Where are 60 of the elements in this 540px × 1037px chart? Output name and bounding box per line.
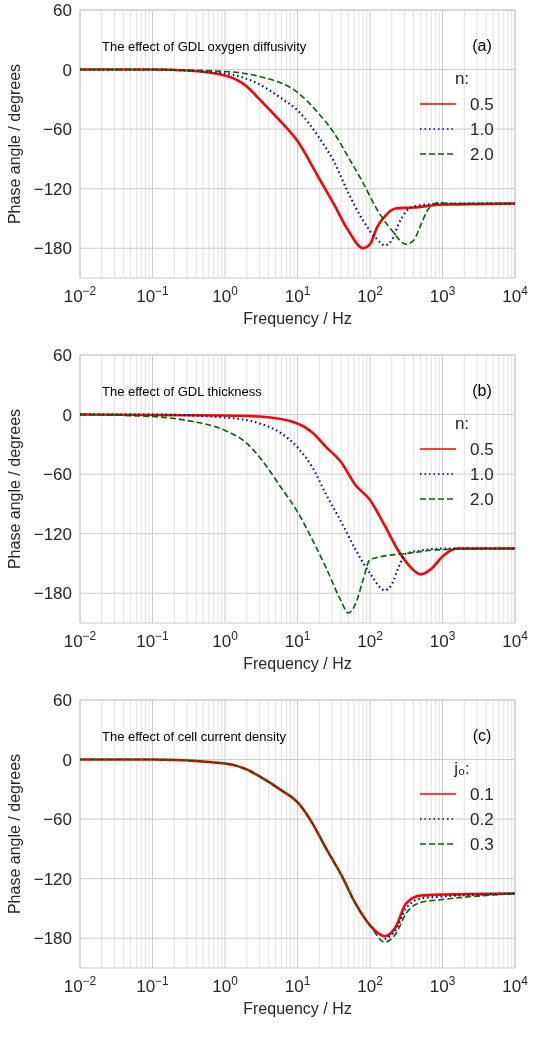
annotation: (c) [472, 727, 492, 744]
x-tick-label: 10$^{−2}$ [63, 974, 97, 996]
annotation: The effect of GDL thickness [102, 384, 263, 399]
legend-label: 0.5 [470, 440, 494, 459]
y-tick-label: −120 [33, 869, 72, 889]
y-tick-label: −60 [43, 810, 72, 830]
legend-label: 0.1 [470, 785, 494, 804]
y-tick-label: 0 [62, 60, 72, 80]
y-tick-label: −60 [43, 465, 72, 485]
x-axis-title: Frequency / Hz [243, 310, 352, 327]
x-axis-title: Frequency / Hz [243, 655, 352, 672]
x-tick-label: 10$^{3}$ [429, 629, 456, 651]
legend-label: 2.0 [470, 145, 494, 164]
x-tick-label: 10$^{0}$ [212, 629, 239, 651]
x-tick-label: 10$^{2}$ [357, 974, 384, 996]
x-tick-label: 10$^{−2}$ [63, 629, 97, 651]
legend-title: n: [454, 69, 470, 88]
x-tick-label: 10$^{4}$ [502, 974, 529, 996]
y-tick-label: 0 [62, 750, 72, 770]
legend-label: 1.0 [470, 120, 494, 139]
y-tick-label: −180 [33, 929, 72, 949]
x-tick-label: 10$^{−1}$ [136, 284, 170, 306]
x-tick-label: 10$^{4}$ [502, 284, 529, 306]
annotation: (a) [472, 37, 492, 54]
y-axis-title: Phase angle / degrees [6, 408, 23, 570]
annotation: The effect of cell current density [102, 729, 287, 744]
x-tick-label: 10$^{1}$ [284, 974, 311, 996]
y-tick-label: −60 [43, 120, 72, 140]
y-axis-title: Phase angle / degrees [6, 753, 23, 915]
y-tick-label: −120 [33, 524, 72, 544]
legend-label: 0.2 [470, 810, 494, 829]
x-tick-label: 10$^{2}$ [357, 629, 384, 651]
y-tick-label: −180 [33, 584, 72, 604]
y-axis-title: Phase angle / degrees [6, 63, 23, 225]
y-tick-label: −120 [33, 179, 72, 199]
y-tick-label: 60 [53, 691, 72, 710]
y-tick-label: 0 [62, 405, 72, 425]
y-tick-label: 60 [53, 346, 72, 365]
x-tick-label: 10$^{3}$ [429, 974, 456, 996]
x-tick-label: 10$^{1}$ [284, 629, 311, 651]
y-tick-label: −180 [33, 239, 72, 259]
y-tick-label: 60 [53, 1, 72, 20]
legend-label: 0.3 [470, 835, 494, 854]
x-tick-label: 10$^{3}$ [429, 284, 456, 306]
legend-title: n: [454, 414, 470, 433]
x-tick-label: 10$^{−1}$ [136, 974, 170, 996]
legend-label: 0.5 [470, 95, 494, 114]
x-tick-label: 10$^{1}$ [284, 284, 311, 306]
x-tick-label: 10$^{−2}$ [63, 284, 97, 306]
x-tick-label: 10$^{0}$ [212, 284, 239, 306]
legend-label: 2.0 [470, 490, 494, 509]
x-axis-title: Frequency / Hz [243, 1000, 352, 1017]
x-tick-label: 10$^{−1}$ [136, 629, 170, 651]
legend-label: 1.0 [470, 465, 494, 484]
x-tick-label: 10$^{2}$ [357, 284, 384, 306]
legend-title: j₀: [453, 759, 470, 778]
x-tick-label: 10$^{4}$ [502, 629, 529, 651]
x-tick-label: 10$^{0}$ [212, 974, 239, 996]
annotation: The effect of GDL oxygen diffusivity [102, 39, 307, 54]
annotation: (b) [472, 382, 492, 399]
